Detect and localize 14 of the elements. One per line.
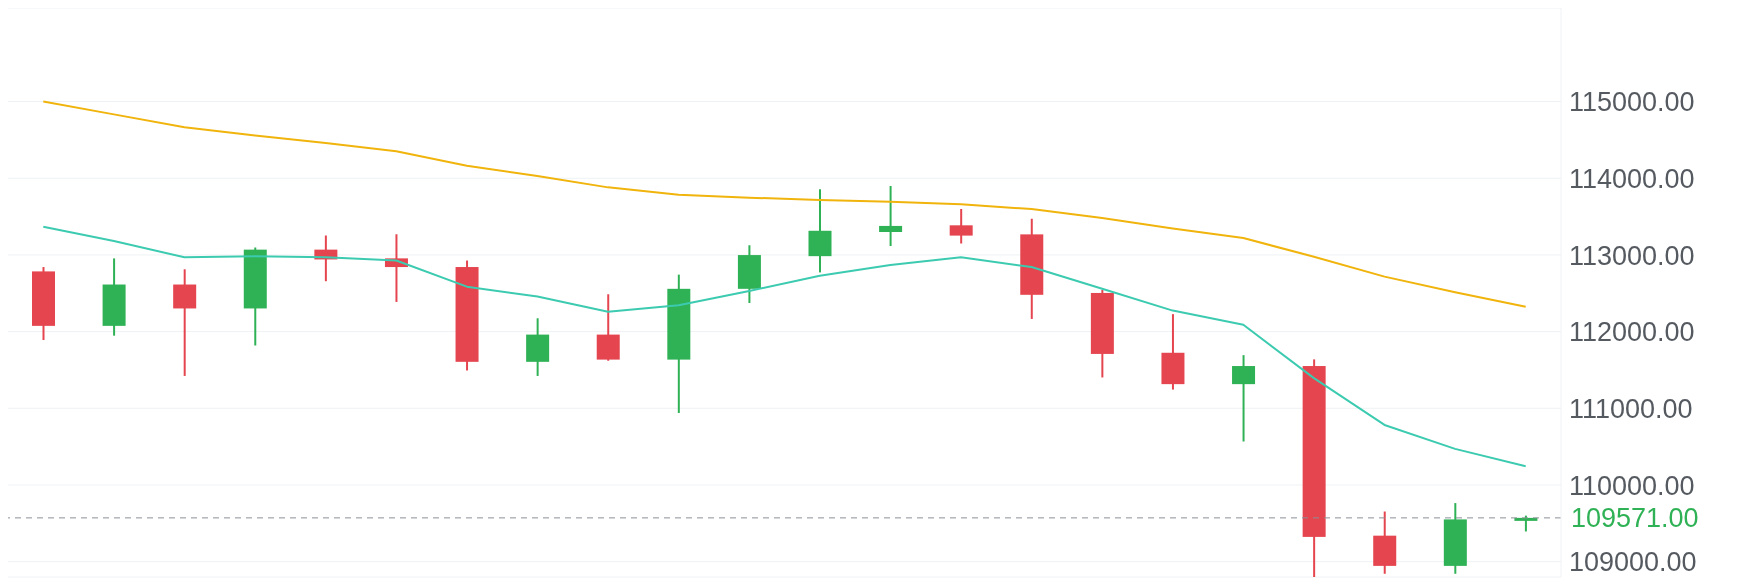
candlestick — [173, 268, 197, 377]
candlestick — [879, 185, 903, 247]
ref-line-label: 109571.00 — [1571, 503, 1699, 534]
y-tick-label: 110000.00 — [1569, 470, 1695, 501]
y-tick-label: 109000.00 — [1569, 547, 1697, 578]
candlestick — [949, 208, 973, 245]
y-tick-label: 115000.00 — [1569, 87, 1695, 118]
y-tick-label: 113000.00 — [1569, 240, 1695, 271]
y-tick-label: 112000.00 — [1569, 317, 1695, 348]
line-series — [42, 100, 1527, 308]
line-series — [42, 225, 1527, 468]
y-tick-label: 114000.00 — [1569, 163, 1695, 194]
candlestick — [1232, 354, 1256, 443]
y-tick-label: 111000.00 — [1569, 393, 1693, 424]
